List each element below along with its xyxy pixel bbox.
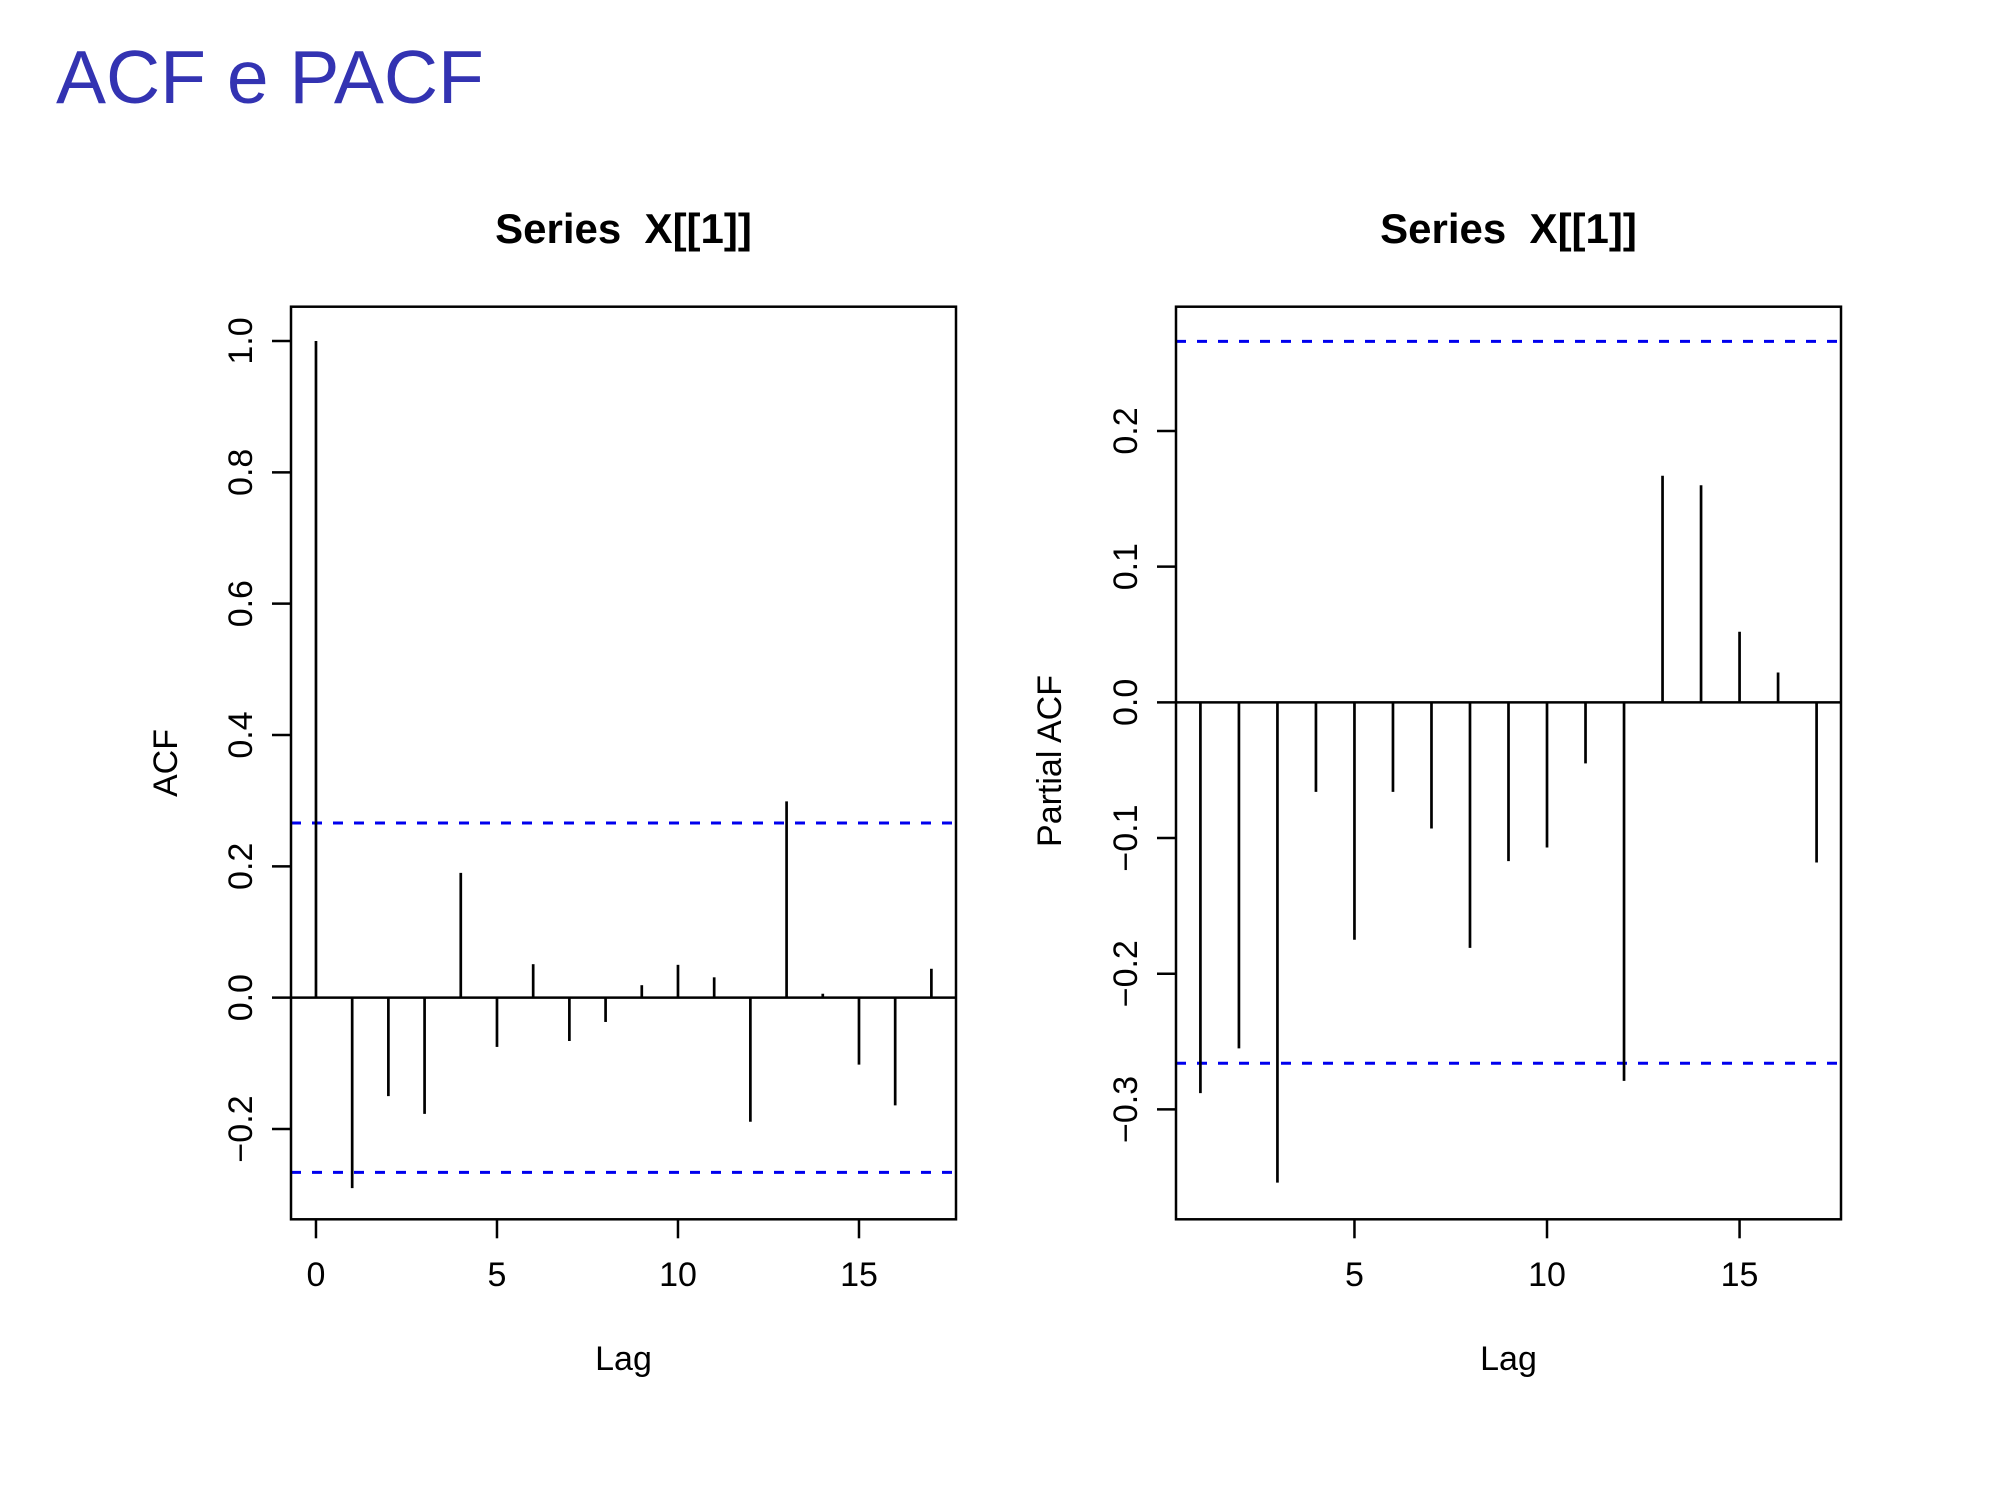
pacf-chart: 5 10 15 0.2 0.1 0.0 −0.1 −0.2 −0.3 Series X[[1]] L… — [1031, 205, 1843, 1378]
acf-title: Series X[[1]] — [495, 205, 752, 252]
pacf-y-tick-label: 0.1 — [1107, 543, 1145, 590]
acf-y-tick-label: 0.4 — [222, 711, 260, 758]
acf-y-tick-label: 1.0 — [222, 317, 260, 364]
acf-xlabel: Lag — [595, 1340, 652, 1378]
pacf-y-tick-label: −0.2 — [1107, 940, 1145, 1007]
acf-y-tick-label: −0.2 — [222, 1095, 260, 1162]
acf-x-tick-label: 10 — [659, 1256, 697, 1294]
pacf-x-tick-label: 10 — [1528, 1256, 1566, 1294]
acf-ylabel: ACF — [147, 729, 185, 797]
pacf-y-tick-label: 0.0 — [1107, 679, 1145, 726]
pacf-y-tick-label: −0.1 — [1107, 804, 1145, 871]
acf-plot-box — [289, 305, 958, 1221]
acf-y-tick-label: 0.6 — [222, 580, 260, 627]
acf-chart: 0 5 10 15 1.0 0.8 0.6 0.4 0.2 0.0 −0.2 Series X[[1]… — [147, 205, 958, 1378]
acf-x-tick-label: 15 — [840, 1256, 878, 1294]
acf-x-tick-label: 0 — [307, 1256, 326, 1294]
acf-y-tick-label: 0.8 — [222, 449, 260, 496]
slide-title: ACF e PACF — [56, 35, 484, 119]
pacf-x-tick-label: 5 — [1345, 1256, 1364, 1294]
acf-y-tick-label: 0.0 — [222, 974, 260, 1021]
acf-y-tick-label: 0.2 — [222, 843, 260, 890]
pacf-y-tick-label: −0.3 — [1107, 1076, 1145, 1143]
acf-x-tick-label: 5 — [488, 1256, 507, 1294]
pacf-ylabel: Partial ACF — [1031, 675, 1069, 847]
pacf-plot-box — [1174, 305, 1843, 1221]
pacf-x-tick-label: 15 — [1721, 1256, 1759, 1294]
pacf-xlabel: Lag — [1480, 1340, 1537, 1378]
pacf-title: Series X[[1]] — [1380, 205, 1637, 252]
pacf-y-tick-label: 0.2 — [1107, 407, 1145, 454]
